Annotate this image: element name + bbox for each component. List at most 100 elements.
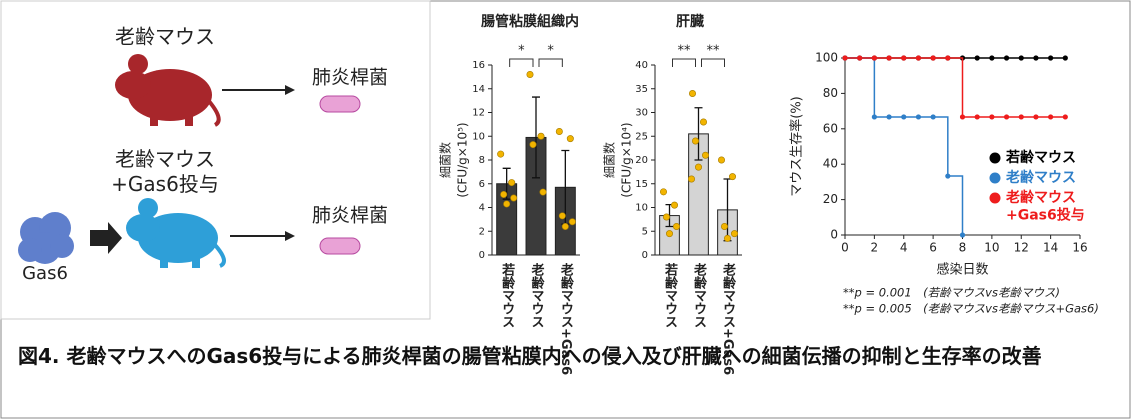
y-tick-label: 16 [472,60,485,71]
y-axis-label: 細菌数 [438,142,453,178]
y-tick-label: 60 [823,121,838,135]
data-point [500,190,508,198]
legend-label: 若齢マウス [1005,149,1076,166]
data-point [1018,55,1024,61]
data-point [537,132,545,140]
survival-line [845,57,964,235]
data-point [561,223,569,231]
y-tick-label: 20 [635,155,648,166]
data-point [989,114,995,120]
treated-mouse-icon [126,198,226,268]
x-tick-label: 老齢マウス [529,262,546,328]
y-tick-label: 5 [642,226,648,237]
label: 肺炎桿菌 [312,205,388,227]
y-tick-label: 6 [479,179,485,190]
data-point [510,194,518,202]
data-point [1048,114,1054,120]
data-point [842,55,848,61]
data-point [989,55,995,61]
significance-bracket [538,58,563,67]
data-point [497,150,505,158]
legend-label: 老齢マウス+Gas6投与 [1006,189,1085,224]
data-point [1062,114,1068,120]
data-point [871,55,877,61]
data-point [730,230,738,238]
y-tick-label: 14 [472,84,485,95]
data-point [974,55,980,61]
y-tick-label: 40 [635,60,648,71]
y-tick-label: 15 [635,179,648,190]
data-point [901,55,907,61]
schematic-frame [0,0,431,320]
data-point [699,118,707,126]
label: 肺炎桿菌 [312,67,388,89]
data-point [886,114,892,120]
data-point [694,163,702,171]
y-axis-label: マウス生存率(%) [789,96,805,197]
data-point [670,201,678,209]
caption: 図4. 老齢マウスへのGas6投与による肺炎桿菌の腸管粘膜内への侵入及び肝臓への… [18,344,1042,368]
chart-title: 肝臓 [676,13,704,30]
data-point [555,128,563,136]
y-tick-label: 12 [472,108,485,119]
data-point [723,234,731,242]
data-point [974,114,980,120]
data-point [857,55,863,61]
data-point [886,55,892,61]
significance-label: * [518,44,525,59]
x-tick-label: 0 [841,241,849,255]
data-point [529,141,537,149]
data-point [539,188,547,196]
y-tick-label: 0 [642,250,648,261]
x-tick-label: 14 [1043,241,1058,255]
y-tick-label: 0 [479,250,485,261]
x-tick-label: 16 [1072,241,1087,255]
label: 老齢マウス+Gas6投与 [111,147,219,196]
data-point [959,114,966,120]
y-tick-label: 80 [823,86,838,100]
data-point [662,213,670,221]
data-point [930,114,936,120]
data-point [558,212,566,220]
data-point [945,55,951,61]
y-tick-label: 8 [479,155,485,166]
y-tick-label: 40 [823,157,838,171]
data-point [717,156,725,164]
data-point [728,173,736,181]
legend-marker [989,172,1001,184]
significance-bracket [672,58,696,67]
x-tick-label: 老齢マウス [691,262,708,328]
data-point [687,175,695,183]
y-tick-label: 25 [635,131,648,142]
x-tick-label: 8 [959,241,967,255]
x-tick-label: 4 [900,241,908,255]
y-tick-label: 20 [823,192,838,206]
significance-label: ** [678,44,692,59]
data-point [915,55,922,61]
y-axis-label: 細菌数 [602,142,617,178]
x-axis-label: 感染日数 [936,262,988,278]
significance-bracket [701,58,725,67]
data-point [871,114,877,120]
chart-title: 腸管粘膜組織内 [481,13,579,30]
label: Gas6 [22,263,68,284]
y-tick-label: 10 [635,203,648,214]
y-tick-label: 100 [815,51,838,65]
data-point [1048,55,1054,61]
data-point [526,71,534,79]
data-point [701,151,709,159]
y-tick-label: 30 [635,108,648,119]
data-point [1003,55,1010,61]
survival-line [845,57,1066,118]
note: **p = 0.001 (若齢マウスvs老齢マウス) [843,286,1060,300]
data-point [945,173,951,179]
data-point [503,200,511,208]
x-tick-label: 若齢マウス [499,262,515,328]
data-point [1018,114,1024,120]
x-tick-label: 老齢マウス+Gas6 [720,262,737,375]
legend-label: 老齢マウス [1006,169,1076,186]
data-point [1003,114,1010,120]
data-point [665,230,673,238]
